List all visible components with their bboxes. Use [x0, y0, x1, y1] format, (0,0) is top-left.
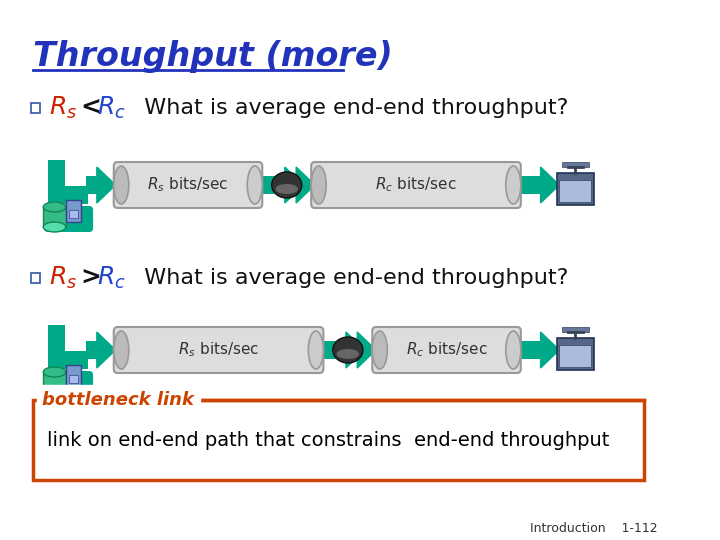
Polygon shape — [541, 332, 559, 368]
Ellipse shape — [43, 222, 66, 232]
Text: bottleneck link: bottleneck link — [42, 391, 194, 409]
Ellipse shape — [43, 387, 66, 397]
Text: $R_s$ bits/sec: $R_s$ bits/sec — [178, 341, 259, 359]
Ellipse shape — [247, 166, 262, 204]
Bar — [517, 176, 541, 194]
Polygon shape — [96, 332, 116, 368]
Bar — [43, 207, 66, 227]
Polygon shape — [541, 167, 559, 203]
Bar — [31, 103, 40, 113]
Bar — [557, 173, 594, 205]
Bar — [562, 327, 588, 332]
Text: $R_s$: $R_s$ — [49, 95, 77, 121]
Text: $R_c$: $R_c$ — [96, 95, 125, 121]
Ellipse shape — [372, 331, 387, 369]
Bar — [31, 273, 40, 283]
Bar — [48, 160, 65, 210]
Ellipse shape — [276, 184, 298, 194]
Text: $R_c$ bits/sec: $R_c$ bits/sec — [406, 341, 487, 359]
Bar — [68, 375, 78, 383]
Text: What is average end-end throughput?: What is average end-end throughput? — [130, 268, 568, 288]
Polygon shape — [346, 332, 365, 368]
Ellipse shape — [505, 166, 521, 204]
Bar — [66, 200, 81, 222]
Ellipse shape — [311, 166, 326, 204]
Ellipse shape — [114, 166, 129, 204]
Bar — [557, 338, 594, 370]
Text: >: > — [81, 266, 102, 290]
FancyBboxPatch shape — [44, 206, 93, 232]
Bar — [320, 341, 346, 359]
Polygon shape — [357, 332, 376, 368]
Ellipse shape — [43, 202, 66, 212]
Text: $R_s$ bits/sec: $R_s$ bits/sec — [148, 176, 229, 194]
FancyBboxPatch shape — [311, 162, 521, 208]
Bar — [562, 162, 588, 167]
Ellipse shape — [333, 337, 363, 363]
Bar — [357, 341, 365, 359]
Ellipse shape — [43, 367, 66, 377]
Text: $R_c$ bits/sec: $R_c$ bits/sec — [375, 176, 456, 194]
Bar — [48, 325, 65, 375]
FancyBboxPatch shape — [372, 327, 521, 373]
Polygon shape — [96, 167, 116, 203]
FancyBboxPatch shape — [114, 162, 262, 208]
Text: Introduction    1-112: Introduction 1-112 — [531, 522, 658, 535]
Bar — [66, 365, 81, 387]
Text: What is average end-end throughput?: What is average end-end throughput? — [130, 98, 568, 118]
Text: <: < — [81, 96, 102, 120]
Polygon shape — [285, 167, 304, 203]
Bar — [86, 341, 96, 359]
Bar — [65, 351, 89, 369]
Bar — [559, 345, 591, 367]
Ellipse shape — [336, 349, 359, 359]
Bar — [517, 341, 541, 359]
FancyBboxPatch shape — [44, 371, 93, 397]
Bar — [86, 176, 96, 194]
Text: Throughput (more): Throughput (more) — [33, 40, 392, 73]
Text: $R_c$: $R_c$ — [96, 265, 125, 291]
Text: $R_s$: $R_s$ — [49, 265, 77, 291]
Polygon shape — [296, 167, 315, 203]
Ellipse shape — [308, 331, 323, 369]
Ellipse shape — [505, 331, 521, 369]
Bar — [65, 186, 89, 204]
Text: link on end-end path that constrains  end-end throughput: link on end-end path that constrains end… — [47, 430, 609, 449]
Bar — [559, 180, 591, 202]
Ellipse shape — [114, 331, 129, 369]
FancyBboxPatch shape — [114, 327, 323, 373]
Ellipse shape — [271, 172, 302, 198]
Bar — [296, 176, 304, 194]
Bar — [258, 176, 285, 194]
Bar — [68, 210, 78, 218]
Bar — [43, 372, 66, 392]
Bar — [33, 400, 644, 480]
